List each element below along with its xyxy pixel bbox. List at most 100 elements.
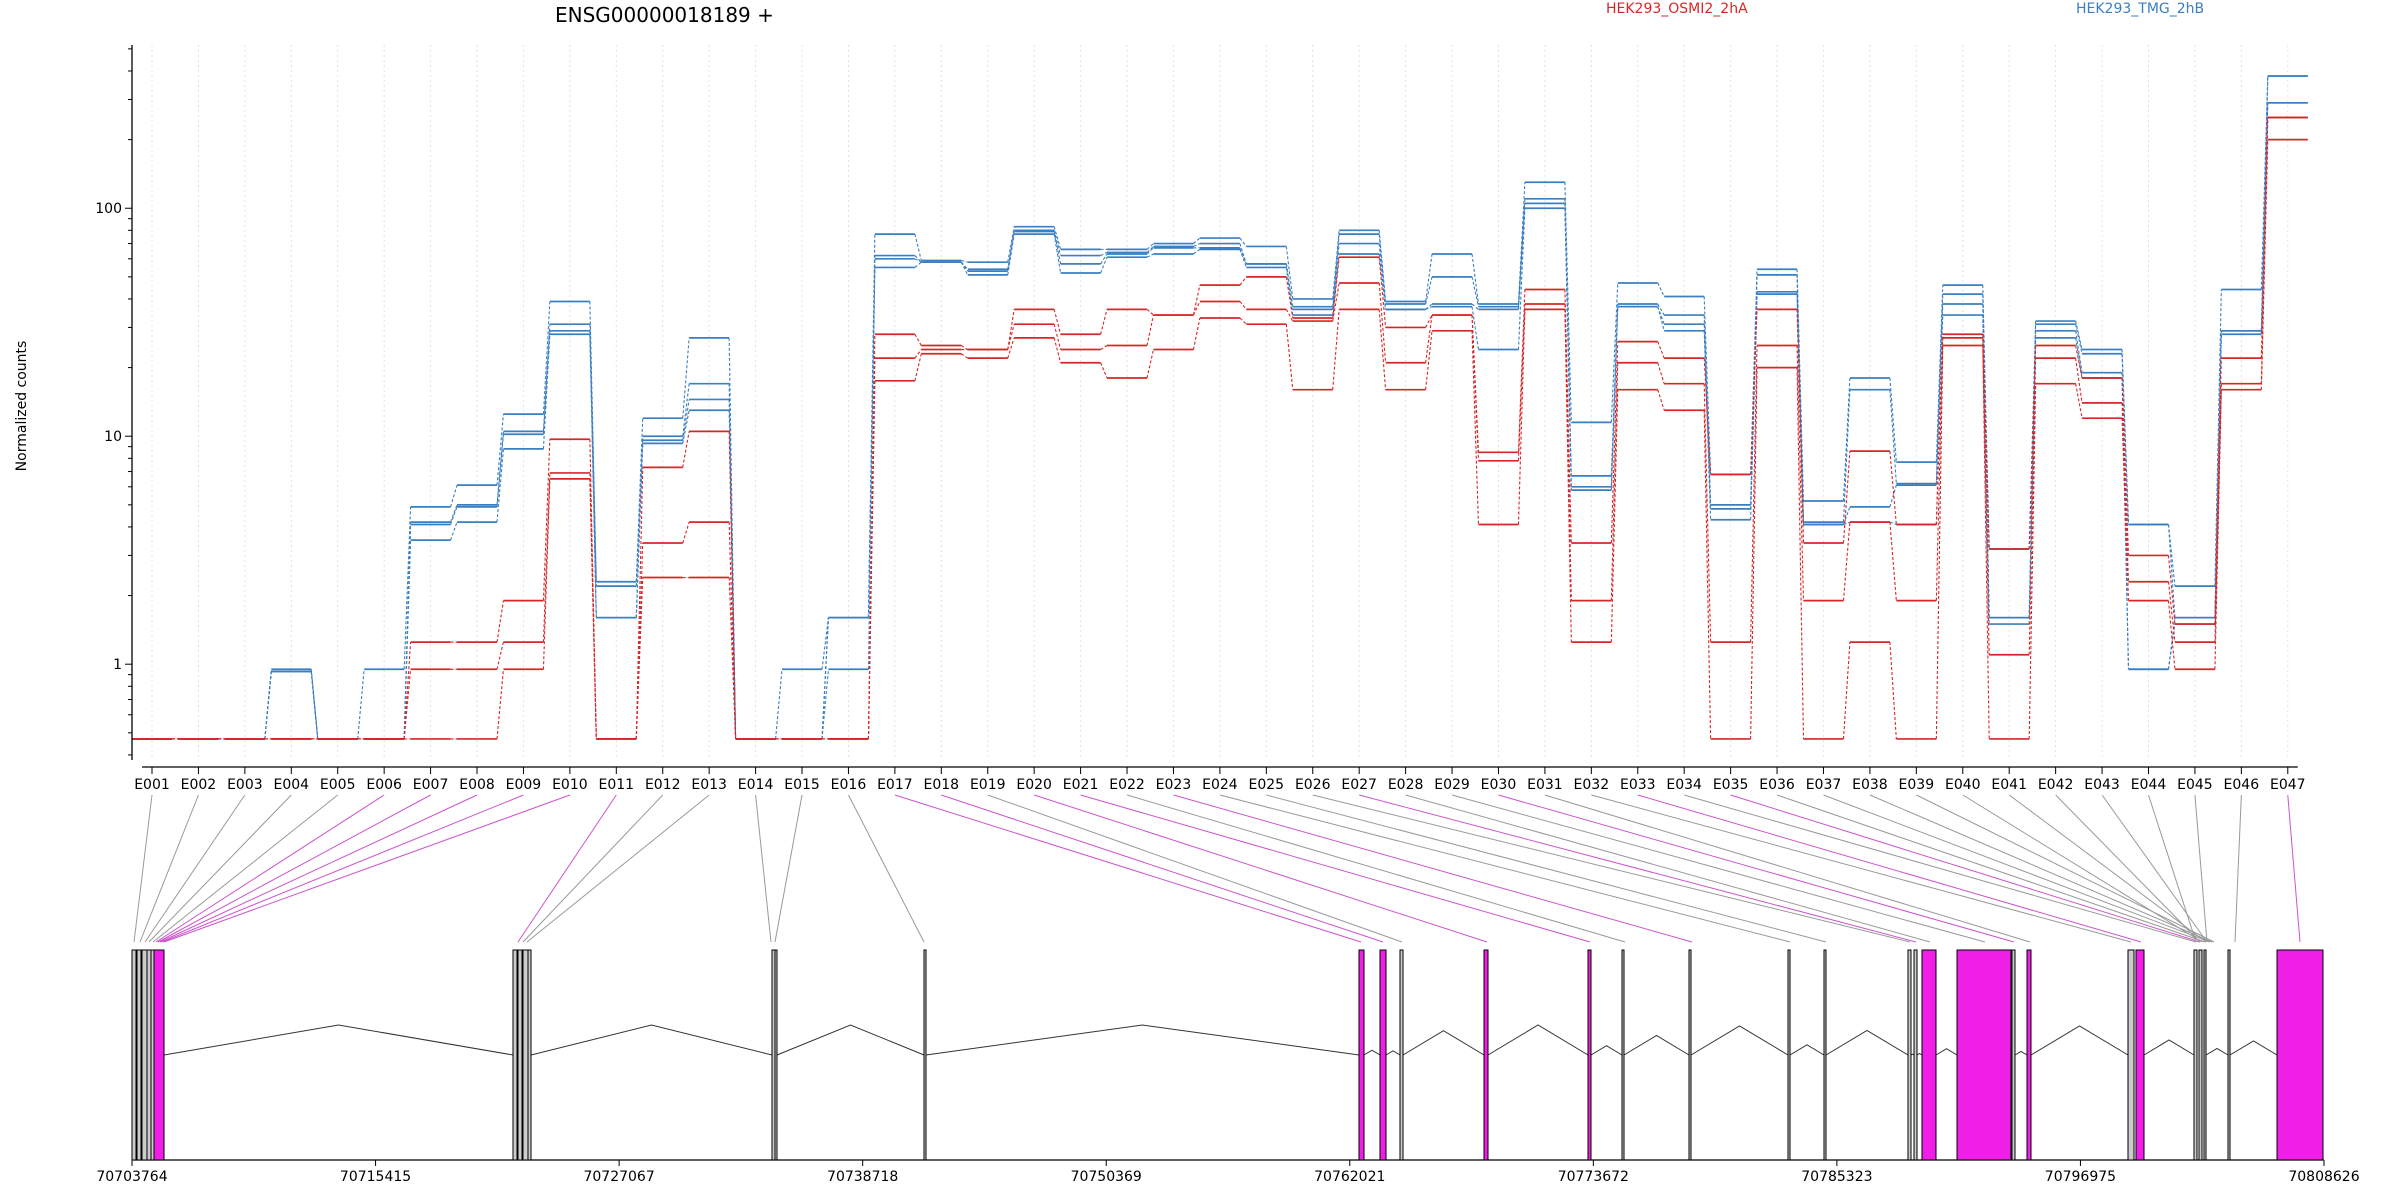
exon-connector [2008, 794, 2207, 943]
transition-line [1332, 257, 1340, 319]
transition-line [310, 671, 319, 740]
transition-line [496, 600, 504, 643]
exon-block [2198, 949, 2203, 1161]
transition-line [450, 485, 458, 508]
transition-line [589, 334, 597, 618]
vertical-grid [151, 45, 2289, 760]
exon-connector [1219, 794, 1791, 943]
transition-line [1239, 243, 1247, 265]
exon-block [1587, 949, 1592, 1161]
x-tick-label: E043 [2084, 777, 2120, 793]
transition-line [496, 448, 504, 523]
transition-line [1750, 309, 1758, 475]
transition-line [1750, 367, 1758, 739]
transition-line [2075, 337, 2083, 379]
intron-line [1789, 1044, 1825, 1056]
transition-line [1657, 306, 1665, 325]
x-tick-label: E014 [738, 777, 774, 793]
x-tick-label: E041 [1991, 777, 2027, 793]
transition-line [1378, 243, 1387, 310]
transition-line [1239, 247, 1247, 265]
exon-connector [2101, 794, 2208, 943]
transition-line [1657, 303, 1665, 316]
transition-line [450, 521, 458, 541]
transition-line [1657, 362, 1665, 384]
intron-line [1690, 1025, 1789, 1056]
exon-connector [159, 794, 478, 943]
transition-line [1517, 309, 1526, 525]
exon-connector [2287, 794, 2301, 943]
transition-line [1471, 276, 1480, 307]
transition-line [1100, 256, 1108, 274]
intron-line [776, 1024, 925, 1056]
exon-block [1913, 949, 1918, 1161]
exon-connector [755, 794, 772, 943]
transition-line [1471, 315, 1480, 461]
x-tick-label: E045 [2177, 777, 2213, 793]
transition-line [2028, 358, 2037, 655]
transition-line [357, 669, 365, 740]
x-tick-label: E001 [134, 777, 170, 793]
intron-line [1590, 1045, 1623, 1056]
exon-block [2276, 949, 2324, 1161]
transition-line [1239, 317, 1247, 325]
transition-line [1007, 234, 1015, 275]
x-tick-label: E031 [1527, 777, 1563, 793]
x-tick-label: E012 [645, 777, 681, 793]
exon-block [1483, 949, 1489, 1161]
intron-line [2014, 1050, 2028, 1056]
transition-line [961, 259, 968, 263]
transition-line [1193, 248, 1201, 255]
exon-block [1358, 949, 1365, 1161]
transition-line [775, 669, 783, 740]
intron-line [1363, 1049, 1381, 1056]
transition-line [914, 353, 922, 381]
transition-line [542, 472, 551, 643]
transition-line [635, 443, 644, 618]
transition-line [1007, 230, 1015, 270]
x-tick-label: E002 [181, 777, 217, 793]
genomic-coordinate-label: 70715415 [340, 1169, 411, 1185]
transition-line [403, 669, 412, 740]
exon-connector [848, 794, 925, 943]
transition-line [496, 669, 504, 740]
transition-line [1332, 234, 1340, 307]
exon-connector [2055, 794, 2201, 943]
transition-line [1053, 226, 1062, 250]
exon-connector [1080, 794, 1591, 943]
transition-line [1193, 243, 1201, 247]
intron-line [2143, 1039, 2195, 1056]
transition-line [635, 577, 644, 739]
gene-model: 70703764 70715415 70727067 70738718 70750369… [96, 949, 2360, 1185]
transition-line [1239, 301, 1247, 310]
x-tick-label: E005 [320, 777, 356, 793]
x-tick-label: E023 [1156, 777, 1192, 793]
transition-line [1285, 309, 1294, 322]
x-tick-label: E018 [924, 777, 960, 793]
transition-line [1378, 253, 1387, 310]
transition-line [403, 506, 412, 670]
transition-line [1657, 282, 1665, 297]
x-tick-label: E017 [877, 777, 913, 793]
transition-line [1146, 253, 1154, 258]
transition-line [2214, 389, 2222, 670]
transition-line [542, 439, 551, 601]
exon-block [2227, 949, 2231, 1161]
x-tick-label: E003 [227, 777, 263, 793]
x-tick-label: E016 [831, 777, 867, 793]
transition-line [1935, 294, 1944, 484]
exon-block [1399, 949, 1404, 1161]
transition-line [1889, 451, 1897, 525]
transition-line [682, 410, 690, 444]
transition-line [2028, 337, 2037, 625]
intron-line [2030, 1025, 2129, 1056]
transition-line [1239, 276, 1247, 286]
transition-line [682, 337, 690, 419]
genomic-coordinate-label: 70703764 [96, 1169, 167, 1185]
transition-line [1471, 253, 1480, 305]
transition-line [2075, 330, 2083, 373]
exon-block [522, 949, 529, 1161]
exon-connector [1962, 794, 2203, 943]
exon-connector [894, 794, 1362, 943]
y-tick-label: 1 [113, 657, 122, 673]
